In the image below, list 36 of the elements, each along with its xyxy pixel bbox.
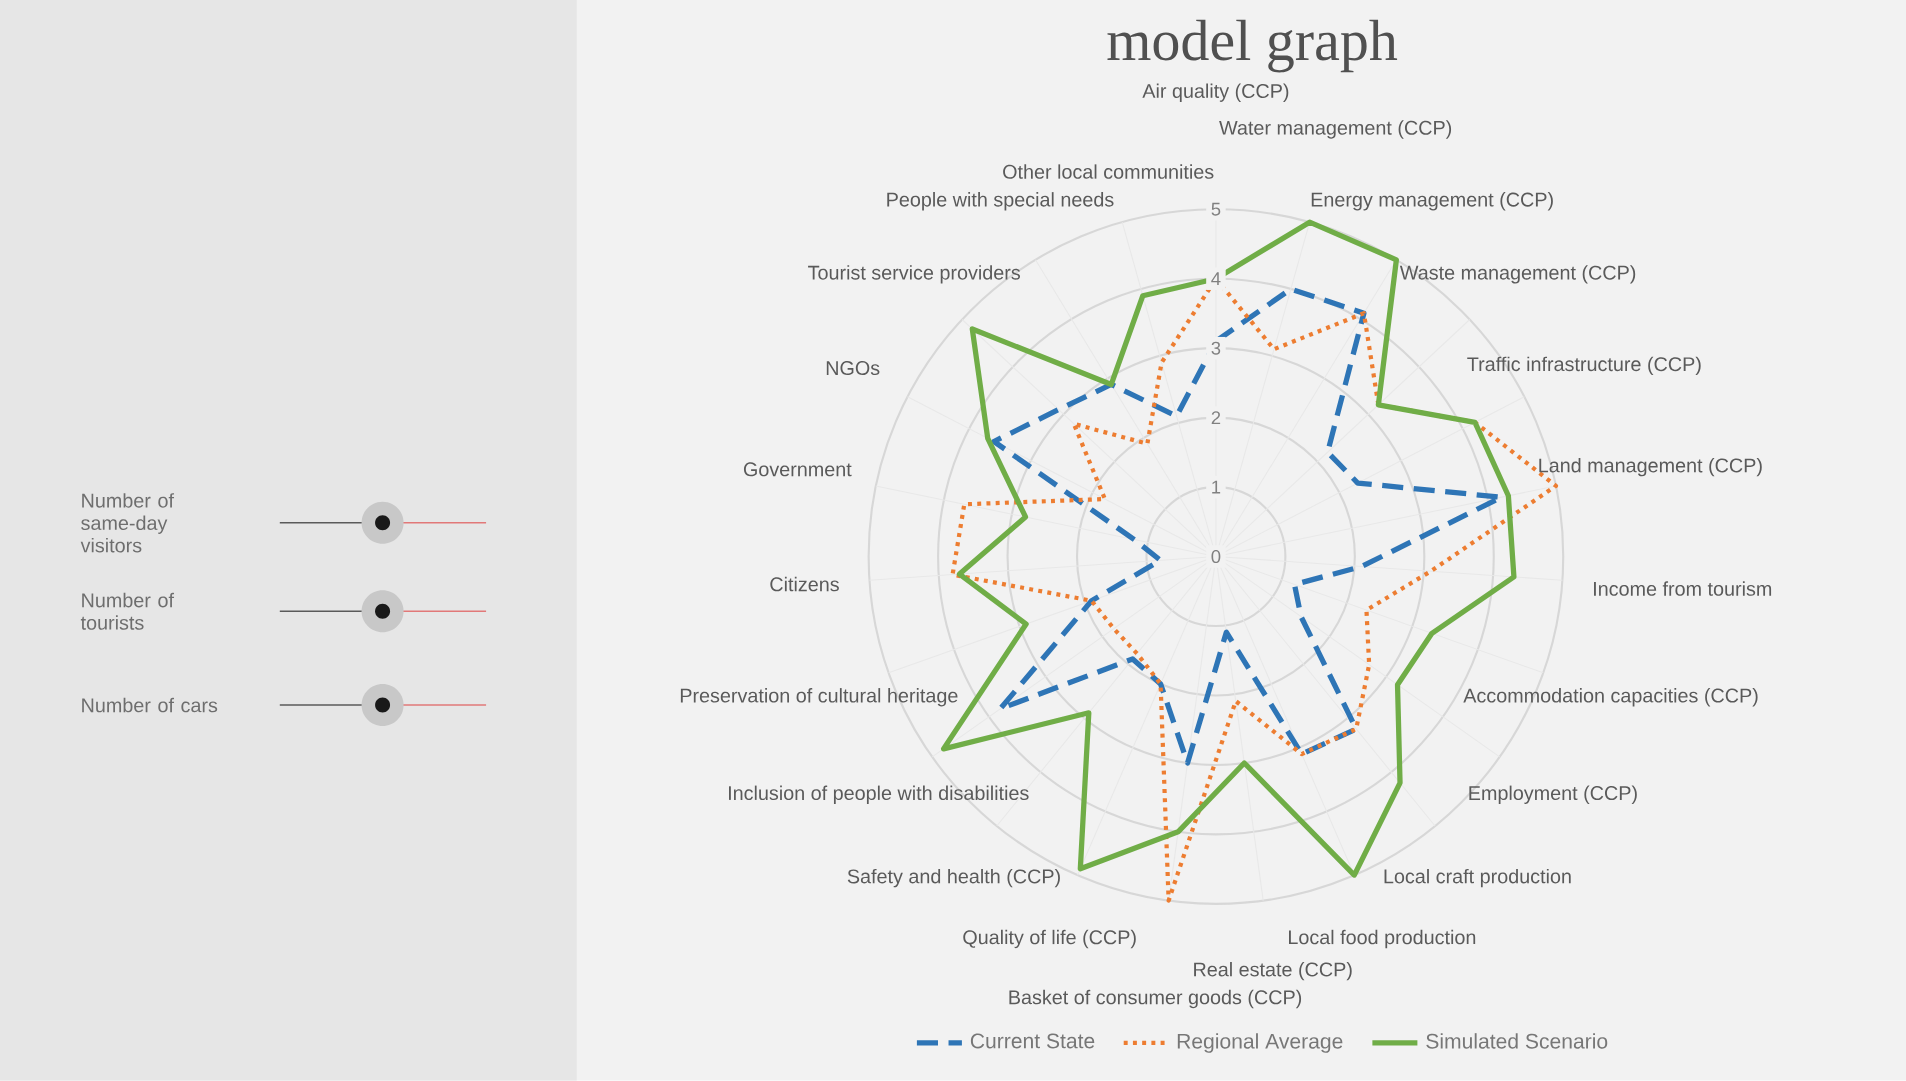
spoke-label: People with special needs [887, 192, 1114, 211]
spoke-label: Land management (CCP) [1539, 458, 1762, 477]
y-tick-label: 1 [1212, 480, 1221, 494]
spoke-label: Local craft production [1384, 868, 1571, 888]
spoke-label: Inclusion of people with disabilities [728, 785, 1029, 805]
spoke-label: NGOs [826, 361, 880, 376]
y-tick-label: 2 [1211, 411, 1221, 425]
legend-label: Simulated Scenario [1426, 1033, 1608, 1049]
spoke-label: Basket of consumer goods (CCP) [1009, 989, 1302, 1009]
y-tick-label: 0 [1211, 550, 1221, 564]
spoke-label: Preservation of cultural heritage [680, 688, 958, 707]
y-tick-label: 5 [1211, 202, 1221, 216]
y-tick-label: 4 [1211, 272, 1221, 286]
chart-title: model graph [1107, 19, 1398, 73]
spoke-label: Local food production [1289, 929, 1476, 949]
spoke-label: Accommodation capacities (CCP) [1463, 688, 1758, 707]
legend-label: Regional Average [1177, 1033, 1343, 1053]
text: Number of cars [82, 697, 218, 713]
spoke-label: Income from tourism [1594, 581, 1772, 596]
text: Number of same-day visitors [80, 493, 175, 553]
spoke-label: Water management (CCP) [1219, 120, 1452, 139]
spoke-label: Quality of life (CCP) [963, 929, 1136, 949]
spoke-label: Safety and health (CCP) [847, 868, 1060, 888]
text: Number of tourists [80, 592, 175, 630]
spoke-label: Waste management (CCP) [1399, 265, 1636, 284]
spoke-label: Traffic infrastructure (CCP) [1467, 356, 1701, 376]
y-tick-label: 3 [1211, 341, 1221, 355]
legend-label: Current State [970, 1033, 1095, 1049]
spoke-label: Real estate (CCP) [1194, 962, 1352, 981]
spoke-label: Citizens [770, 576, 839, 592]
spoke-label: Employment (CCP) [1469, 785, 1637, 805]
spoke-label: Government [743, 462, 852, 477]
spoke-label: Energy management (CCP) [1311, 192, 1553, 211]
spoke-label: Tourist service providers [808, 265, 1021, 284]
spoke-label: Other local communities [1003, 164, 1214, 179]
spoke-label: Air quality (CCP) [1142, 83, 1289, 102]
